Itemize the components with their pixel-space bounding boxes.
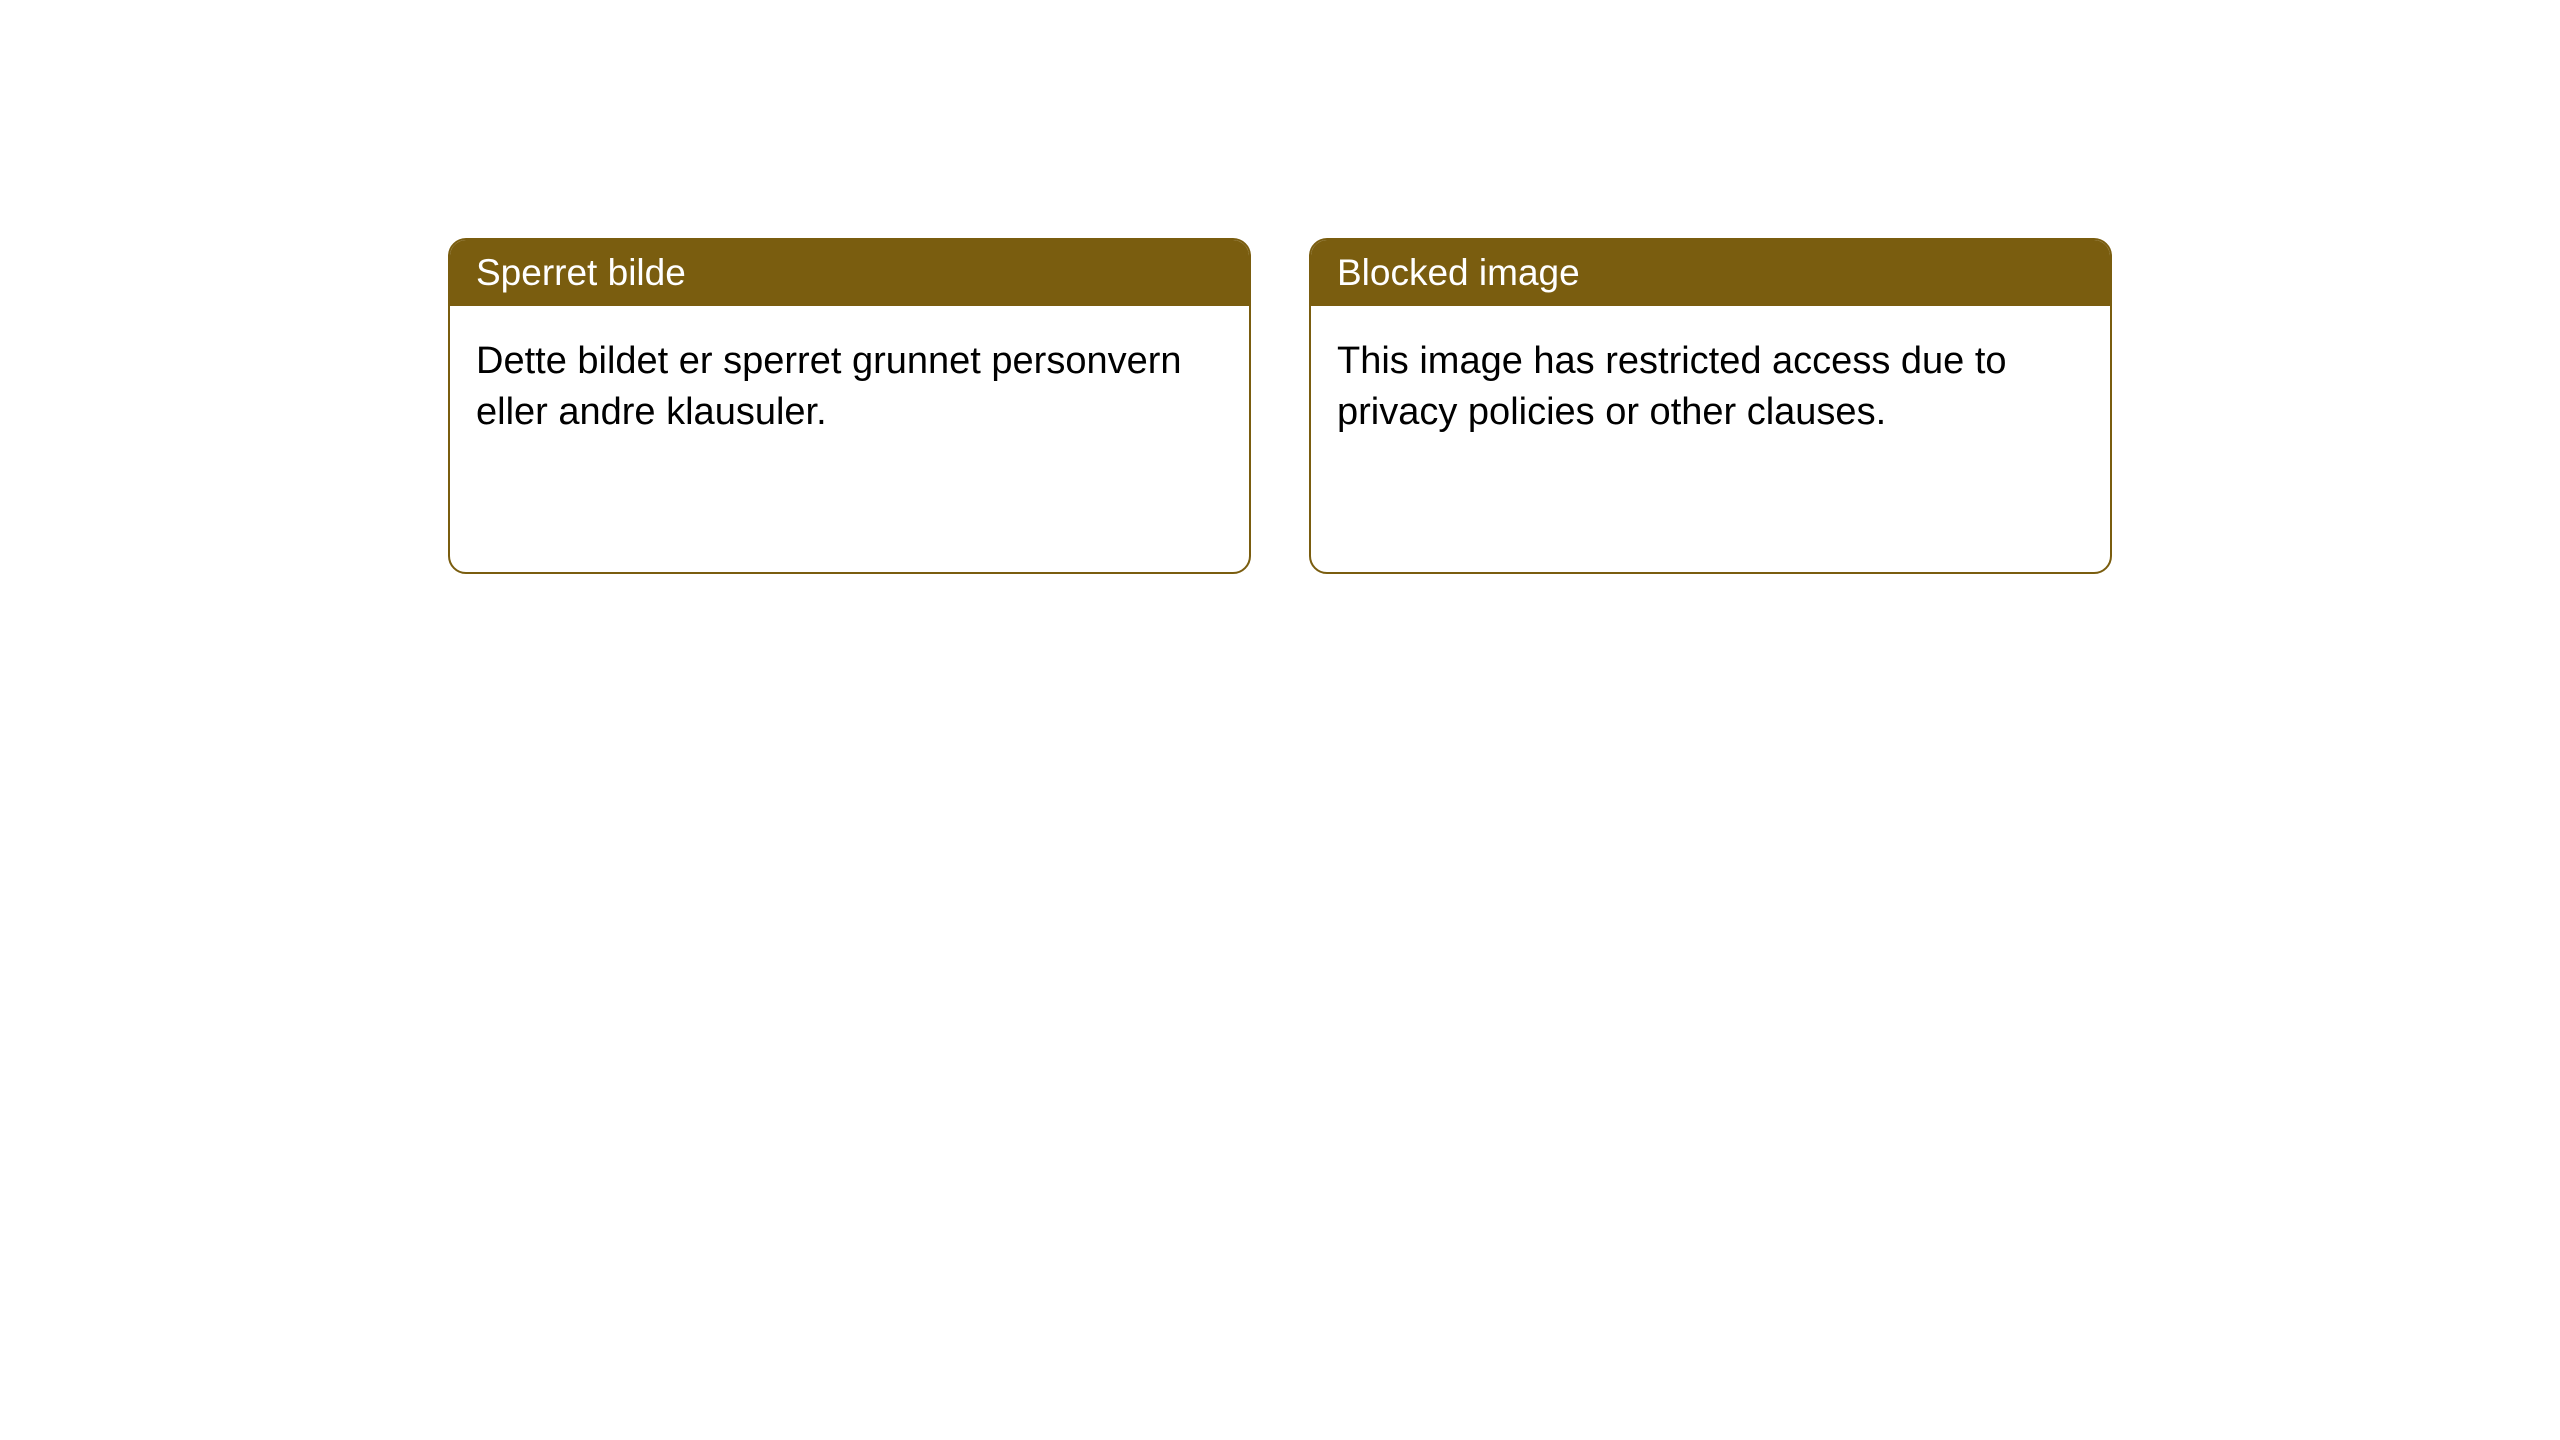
notice-cards-container: Sperret bilde Dette bildet er sperret gr… (448, 238, 2112, 574)
notice-header-english: Blocked image (1311, 240, 2110, 306)
notice-card-norwegian: Sperret bilde Dette bildet er sperret gr… (448, 238, 1251, 574)
notice-body-english: This image has restricted access due to … (1311, 306, 2110, 469)
notice-body-norwegian: Dette bildet er sperret grunnet personve… (450, 306, 1249, 469)
notice-card-english: Blocked image This image has restricted … (1309, 238, 2112, 574)
notice-header-norwegian: Sperret bilde (450, 240, 1249, 306)
